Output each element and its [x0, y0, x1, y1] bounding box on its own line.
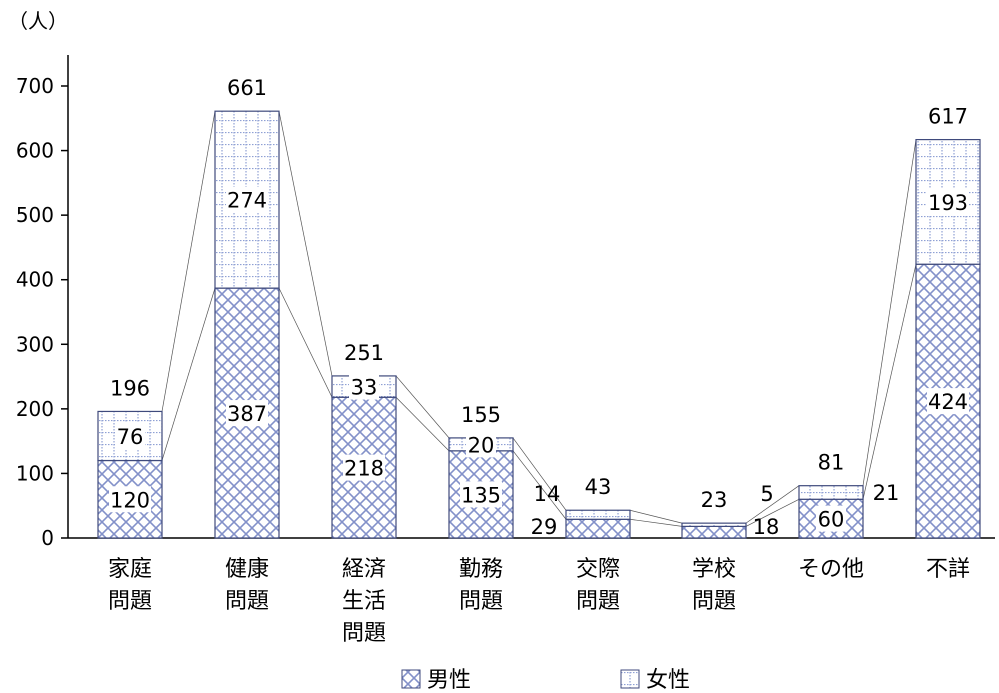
total-value-label: 155: [461, 403, 501, 427]
y-tick-label: 700: [16, 74, 54, 98]
bar-female: [681, 522, 747, 527]
category-label: 家庭: [108, 557, 152, 582]
male-value-label-bg: [927, 388, 969, 415]
category-label: 問題: [576, 589, 620, 614]
female-value-label: 21: [873, 481, 900, 505]
category-label: 交際: [576, 557, 620, 582]
category-label: 学校: [692, 557, 736, 582]
category-label: 問題: [108, 589, 152, 614]
total-connector-line: [629, 509, 683, 524]
male-value-label-bg: [226, 400, 268, 427]
category-label: 問題: [459, 589, 503, 614]
female-value-label: 76: [117, 425, 144, 449]
y-axis-unit: （人）: [8, 9, 68, 33]
bar-male: [681, 525, 747, 539]
category-label: その他: [798, 557, 864, 582]
category-label: 健康: [225, 557, 269, 582]
total-value-label: 251: [344, 341, 384, 365]
female-value-label-bg: [927, 188, 969, 215]
total-value-label: 81: [818, 451, 845, 475]
male-connector-line: [161, 288, 216, 461]
y-tick-label: 100: [16, 461, 54, 485]
male-value-label: 29: [531, 515, 558, 539]
y-tick-label: 400: [16, 268, 54, 292]
category-label: 勤務: [459, 557, 503, 582]
male-value-label: 424: [928, 390, 968, 414]
male-connector-line: [395, 396, 450, 452]
male-value-label: 60: [818, 508, 845, 532]
male-value-label: 18: [753, 515, 780, 539]
y-tick-label: 600: [16, 139, 54, 163]
male-value-label-bg: [343, 454, 385, 481]
total-connector-line: [161, 111, 216, 412]
male-connector-line: [278, 287, 333, 398]
category-label: 問題: [692, 589, 736, 614]
female-value-label: 274: [227, 189, 267, 213]
category-label: 経済: [342, 557, 386, 582]
male-connector-line: [629, 518, 683, 527]
male-connector-line: [512, 450, 567, 520]
male-connector-line: [745, 498, 800, 527]
total-connector-line: [278, 111, 333, 376]
legend-male-label: 男性: [427, 668, 471, 693]
total-connector-line: [745, 485, 800, 524]
bar-female: [565, 509, 631, 520]
male-value-label-bg: [460, 481, 502, 508]
male-value-label-bg: [816, 505, 846, 532]
legend-male-swatch: [401, 669, 421, 689]
total-value-label: 196: [110, 376, 150, 400]
total-connector-line: [395, 375, 450, 439]
bar-female: [798, 485, 864, 500]
y-tick-label: 200: [16, 397, 54, 421]
y-tick-label: 300: [16, 332, 54, 356]
connector-lines: [161, 111, 917, 527]
category-label: 問題: [225, 589, 269, 614]
total-connector-line: [862, 139, 917, 486]
female-value-label: 193: [928, 191, 968, 215]
male-value-label: 387: [227, 402, 267, 426]
category-label: 不詳: [926, 557, 970, 582]
data-labels: 120 76 196 387 274 661 218 33 251 135 20 155 29 14 43 1…: [109, 76, 969, 539]
female-value-label-bg: [349, 373, 379, 400]
total-value-label: 23: [701, 488, 728, 512]
legend-female-label: 女性: [646, 668, 690, 693]
male-connector-line: [862, 264, 917, 500]
female-value-label-bg: [466, 431, 496, 458]
total-value-label: 661: [227, 76, 267, 100]
y-tick-label: 0: [41, 526, 54, 550]
legend-female-swatch: [620, 669, 640, 689]
female-value-label: 20: [468, 433, 495, 457]
y-tick-label: 500: [16, 203, 54, 227]
male-value-label: 218: [344, 457, 384, 481]
male-value-label: 120: [110, 488, 150, 512]
female-value-label: 14: [534, 482, 561, 506]
female-value-label: 33: [351, 376, 378, 400]
male-value-label-bg: [109, 486, 151, 513]
female-value-label-bg: [115, 422, 145, 449]
category-label: 生活: [342, 589, 386, 614]
total-value-label: 43: [585, 475, 612, 499]
total-connector-line: [512, 437, 567, 511]
total-value-label: 617: [928, 105, 968, 129]
category-label: 問題: [342, 621, 386, 646]
male-value-label: 135: [461, 483, 501, 507]
female-value-label: 5: [760, 482, 773, 506]
bar-male: [565, 518, 631, 539]
legend: 男性 女性: [401, 668, 690, 693]
female-value-label-bg: [226, 186, 268, 213]
